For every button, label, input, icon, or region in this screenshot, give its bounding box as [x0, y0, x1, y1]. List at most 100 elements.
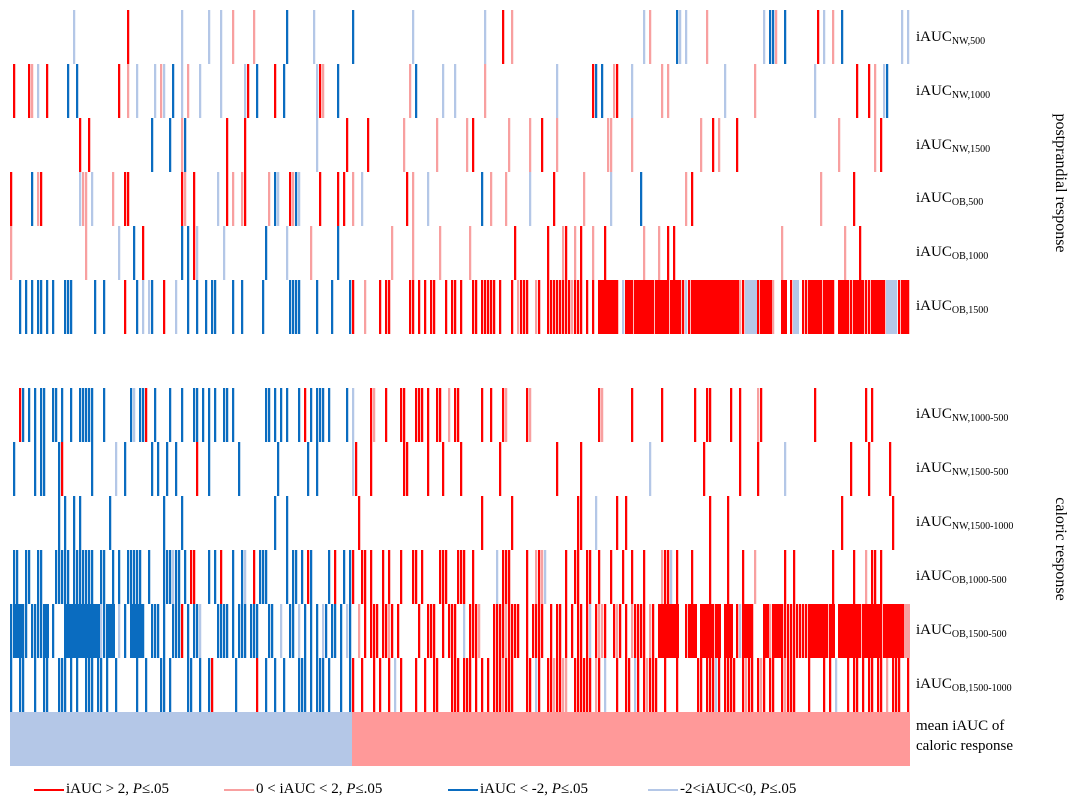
- heatmap-cell: [538, 604, 541, 658]
- heatmap-cell: [97, 658, 100, 712]
- heatmap-cell: [403, 118, 406, 172]
- heatmap-cell: [781, 226, 784, 280]
- heatmap-cell: [316, 388, 319, 442]
- heatmap-cell: [757, 280, 760, 334]
- heatmap-cell: [796, 604, 799, 658]
- heatmap-cell: [610, 118, 613, 172]
- heatmap-cell: [187, 604, 190, 658]
- heatmap-cell: [328, 658, 331, 712]
- heatmap-cell: [535, 550, 538, 604]
- heatmap-cell: [463, 658, 466, 712]
- heatmap-cell: [418, 604, 421, 658]
- heatmap-cell: [22, 388, 25, 442]
- heatmap-cell: [883, 280, 886, 334]
- heatmap-cell: [874, 64, 877, 118]
- heatmap-cell: [526, 388, 529, 442]
- heatmap-cell: [388, 604, 391, 658]
- heatmap-cell: [649, 10, 652, 64]
- heatmap-cell: [109, 496, 112, 550]
- heatmap-cell: [238, 604, 241, 658]
- row-label-nw-1000: iAUCNW,1000: [916, 83, 991, 101]
- heatmap-cell: [550, 604, 553, 658]
- heatmap-cell: [388, 550, 391, 604]
- heatmap-cell: [199, 658, 202, 712]
- heatmap-cell: [400, 550, 403, 604]
- heatmap-cell: [769, 658, 772, 712]
- heatmap-cell: [664, 658, 667, 712]
- heatmap-cell: [340, 658, 343, 712]
- heatmap-cell: [871, 388, 874, 442]
- heatmap-cell: [832, 550, 835, 604]
- group-label-postprandial: postprandial response: [1052, 113, 1069, 253]
- heatmap-cell: [142, 604, 145, 658]
- heatmap-cell: [829, 604, 835, 658]
- heatmap-cell: [877, 658, 880, 712]
- heatmap-cell: [784, 550, 787, 604]
- heatmap-cell: [583, 172, 586, 226]
- heatmap-cell: [643, 658, 646, 712]
- heatmap-cell: [784, 10, 787, 64]
- heatmap-cell: [64, 280, 67, 334]
- heatmap-cell: [196, 388, 199, 442]
- heatmap-cell: [265, 550, 268, 604]
- heatmap-cell: [106, 658, 109, 712]
- heatmap-cell: [895, 658, 898, 712]
- heatmap-cell: [160, 658, 163, 712]
- heatmap-cell: [157, 442, 160, 496]
- heatmap-cell: [772, 10, 775, 64]
- heatmap-cell: [598, 604, 601, 658]
- heatmap-cell: [862, 604, 868, 658]
- heatmap-cell: [73, 496, 76, 550]
- heatmap-cell: [172, 550, 175, 604]
- heatmap-cell: [706, 658, 709, 712]
- heatmap-cell: [76, 550, 79, 604]
- heatmap-cell: [538, 658, 541, 712]
- heatmap-cell: [286, 226, 289, 280]
- heatmap-cell: [217, 172, 220, 226]
- heatmap-cell: [511, 10, 514, 64]
- heatmap-cell: [211, 280, 214, 334]
- heatmap-cell: [604, 604, 607, 658]
- heatmap-cell: [310, 388, 313, 442]
- heatmap-cell: [787, 658, 790, 712]
- heatmap-cell: [499, 280, 502, 334]
- heatmap-cell: [580, 442, 583, 496]
- heatmap-cell: [739, 280, 742, 334]
- heatmap-cell: [85, 226, 88, 280]
- heatmap-cell: [760, 388, 763, 442]
- heatmap-cell: [223, 388, 226, 442]
- heatmap-cell: [187, 64, 190, 118]
- heatmap-cell: [79, 172, 82, 226]
- heatmap-cell: [61, 388, 64, 442]
- heatmap-cell: [676, 10, 679, 64]
- heatmap-cell: [124, 442, 127, 496]
- heatmap-cell: [277, 442, 280, 496]
- heatmap-cell: [580, 226, 583, 280]
- heatmap-cell: [82, 388, 85, 442]
- heatmap-cell: [316, 604, 319, 658]
- heatmap-cell: [64, 658, 67, 712]
- heatmap-cell: [595, 496, 598, 550]
- heatmap-cell: [103, 388, 106, 442]
- heatmap-cell: [91, 658, 94, 712]
- heatmap-cell: [577, 550, 580, 604]
- heatmap-cell: [460, 280, 463, 334]
- heatmap-cell: [640, 172, 643, 226]
- heatmap-cell: [808, 604, 820, 658]
- heatmap-cell: [541, 550, 544, 604]
- heatmap-cell: [181, 118, 184, 172]
- heatmap-cell: [241, 172, 244, 226]
- heatmap-cell: [664, 550, 667, 604]
- legend-item-strong-positive: iAUC > 2, P≤.05: [34, 779, 169, 799]
- heatmap-cell: [892, 658, 895, 712]
- heatmap-cell: [34, 442, 37, 496]
- heatmap-cell: [184, 172, 187, 226]
- heatmap-cell: [40, 172, 43, 226]
- heatmap-cell: [391, 226, 394, 280]
- heatmap-row-ob-1500-1000: [10, 658, 910, 712]
- heatmap-cell: [793, 658, 796, 712]
- heatmap-cell: [490, 280, 493, 334]
- heatmap-cell: [166, 550, 169, 604]
- legend-swatch: [34, 788, 64, 791]
- heatmap-cell: [622, 280, 625, 334]
